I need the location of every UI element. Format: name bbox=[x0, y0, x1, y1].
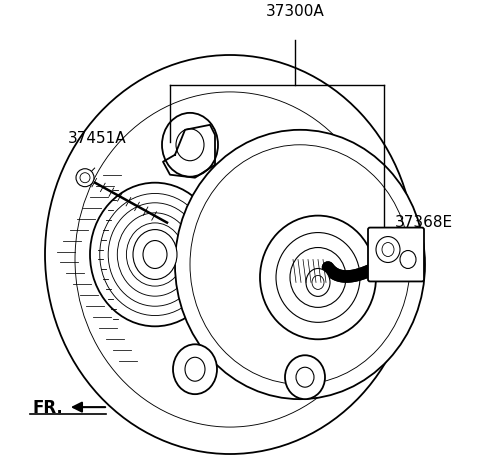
Polygon shape bbox=[79, 171, 91, 185]
Ellipse shape bbox=[162, 114, 218, 177]
Ellipse shape bbox=[312, 276, 324, 290]
Ellipse shape bbox=[133, 230, 177, 280]
Text: 37451A: 37451A bbox=[68, 131, 127, 146]
Text: 37300A: 37300A bbox=[265, 4, 324, 19]
Ellipse shape bbox=[285, 355, 325, 399]
Ellipse shape bbox=[296, 367, 314, 387]
Ellipse shape bbox=[76, 169, 94, 187]
Ellipse shape bbox=[382, 243, 394, 257]
Ellipse shape bbox=[290, 248, 346, 308]
Text: 37368E: 37368E bbox=[395, 215, 453, 230]
Ellipse shape bbox=[260, 216, 376, 340]
Ellipse shape bbox=[306, 269, 330, 297]
Polygon shape bbox=[163, 126, 215, 178]
Ellipse shape bbox=[185, 358, 205, 381]
Ellipse shape bbox=[173, 345, 217, 394]
Ellipse shape bbox=[176, 129, 204, 162]
FancyBboxPatch shape bbox=[368, 228, 424, 282]
Ellipse shape bbox=[175, 130, 425, 399]
Ellipse shape bbox=[143, 241, 167, 269]
Ellipse shape bbox=[400, 251, 416, 269]
Ellipse shape bbox=[376, 237, 400, 263]
Text: FR.: FR. bbox=[32, 398, 63, 416]
